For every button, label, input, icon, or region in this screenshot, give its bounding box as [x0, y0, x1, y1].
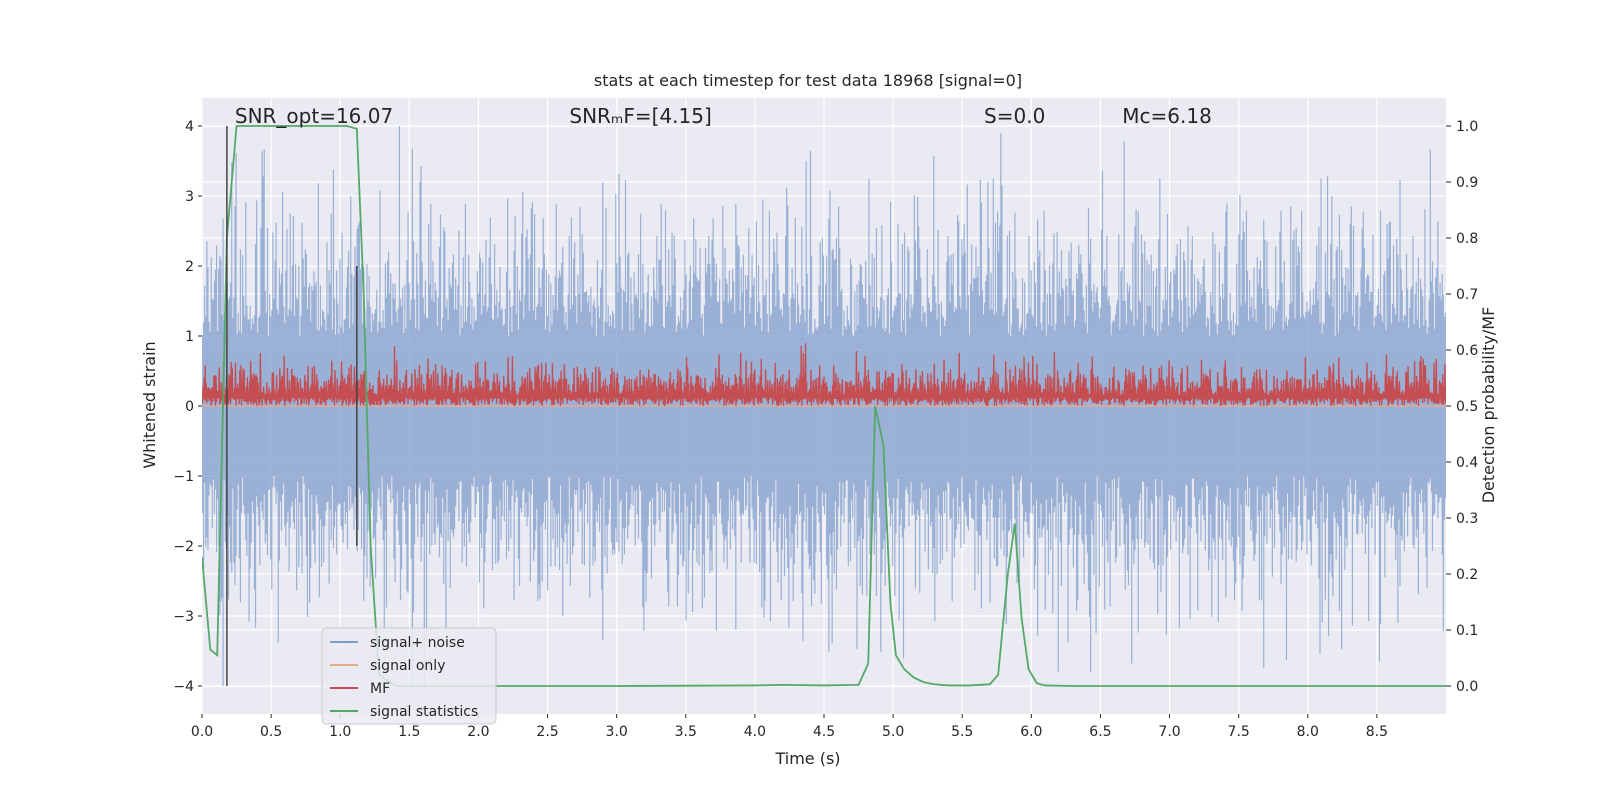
y-tick-label: 1 [185, 329, 194, 345]
y-right-axis-label: Detection probability/MF [1479, 307, 1498, 504]
y-right-tick-label: 0.7 [1456, 287, 1478, 303]
y-right-tick-label: 0.8 [1456, 231, 1478, 247]
x-tick-label: 4.0 [744, 724, 766, 740]
annotation-s-value: S=0.0 [984, 104, 1045, 128]
legend-label: signal statistics [370, 704, 478, 720]
x-tick-label: 3.5 [675, 724, 697, 740]
annotations: SNR_opt=16.07 SNRₘF=[4.15] S=0.0 Mᴄ=6.18 [235, 104, 1212, 128]
legend-label: MF [370, 681, 390, 697]
y-right-tick-label: 0.6 [1456, 343, 1478, 359]
axis-ticks: 0.0 0.5 1.0 1.5 2.0 2.5 3.0 3.5 4.0 4.5 5.0 5.5 6.0 6… [173, 119, 1478, 740]
x-tick-label: 1.0 [329, 724, 351, 740]
legend-label: signal+ noise [370, 635, 465, 651]
x-tick-label: 5.0 [882, 724, 904, 740]
x-tick-label: 2.5 [536, 724, 558, 740]
legend-box [321, 627, 497, 725]
series-signal-statistics [202, 125, 1446, 687]
y-right-tick-label: 0.0 [1456, 679, 1478, 695]
chart-title: stats at each timestep for test data 189… [594, 71, 1022, 90]
y-tick-label: −3 [173, 609, 194, 625]
x-tick-label: 5.5 [951, 724, 973, 740]
x-axis-label: Time (s) [774, 749, 840, 768]
series-layer [202, 125, 1446, 687]
y-tick-label: 0 [185, 399, 194, 415]
y-axis-label: Whitened strain [140, 341, 159, 468]
y-right-tick-label: 0.1 [1456, 623, 1478, 639]
series-mf [202, 343, 1446, 407]
x-tick-label: 4.5 [813, 724, 835, 740]
y-tick-label: 2 [185, 259, 194, 275]
y-tick-label: 4 [185, 119, 194, 135]
x-tick-label: 2.0 [467, 724, 489, 740]
annotation-snr-mf: SNRₘF=[4.15] [569, 104, 711, 128]
x-tick-label: 8.0 [1297, 724, 1319, 740]
vertical-markers [226, 126, 358, 686]
x-tick-label: 8.5 [1366, 724, 1388, 740]
y-tick-label: 3 [185, 189, 194, 205]
x-tick-label: 0.5 [260, 724, 282, 740]
y-right-tick-label: 0.2 [1456, 567, 1478, 583]
y-right-tick-label: 0.4 [1456, 455, 1478, 471]
y-tick-label: −2 [173, 539, 194, 555]
y-right-tick-label: 0.5 [1456, 399, 1478, 415]
y-right-tick-label: 1.0 [1456, 119, 1478, 135]
y-right-tick-label: 0.3 [1456, 511, 1478, 527]
x-tick-label: 1.5 [398, 724, 420, 740]
annotation-mc-value: Mᴄ=6.18 [1122, 104, 1212, 128]
x-tick-label: 7.5 [1228, 724, 1250, 740]
x-tick-label: 3.0 [606, 724, 628, 740]
annotation-snr-opt: SNR_opt=16.07 [235, 104, 393, 128]
y-tick-label: −4 [173, 679, 194, 695]
x-tick-label: 6.5 [1089, 724, 1111, 740]
x-tick-label: 7.0 [1158, 724, 1180, 740]
x-tick-label: 0.0 [191, 724, 213, 740]
x-tick-label: 6.0 [1020, 724, 1042, 740]
legend: signal+ noise signal only MF signal statist… [321, 627, 497, 725]
y-tick-label: −1 [173, 469, 194, 485]
legend-label: signal only [370, 658, 445, 674]
y-right-tick-label: 0.9 [1456, 175, 1478, 191]
